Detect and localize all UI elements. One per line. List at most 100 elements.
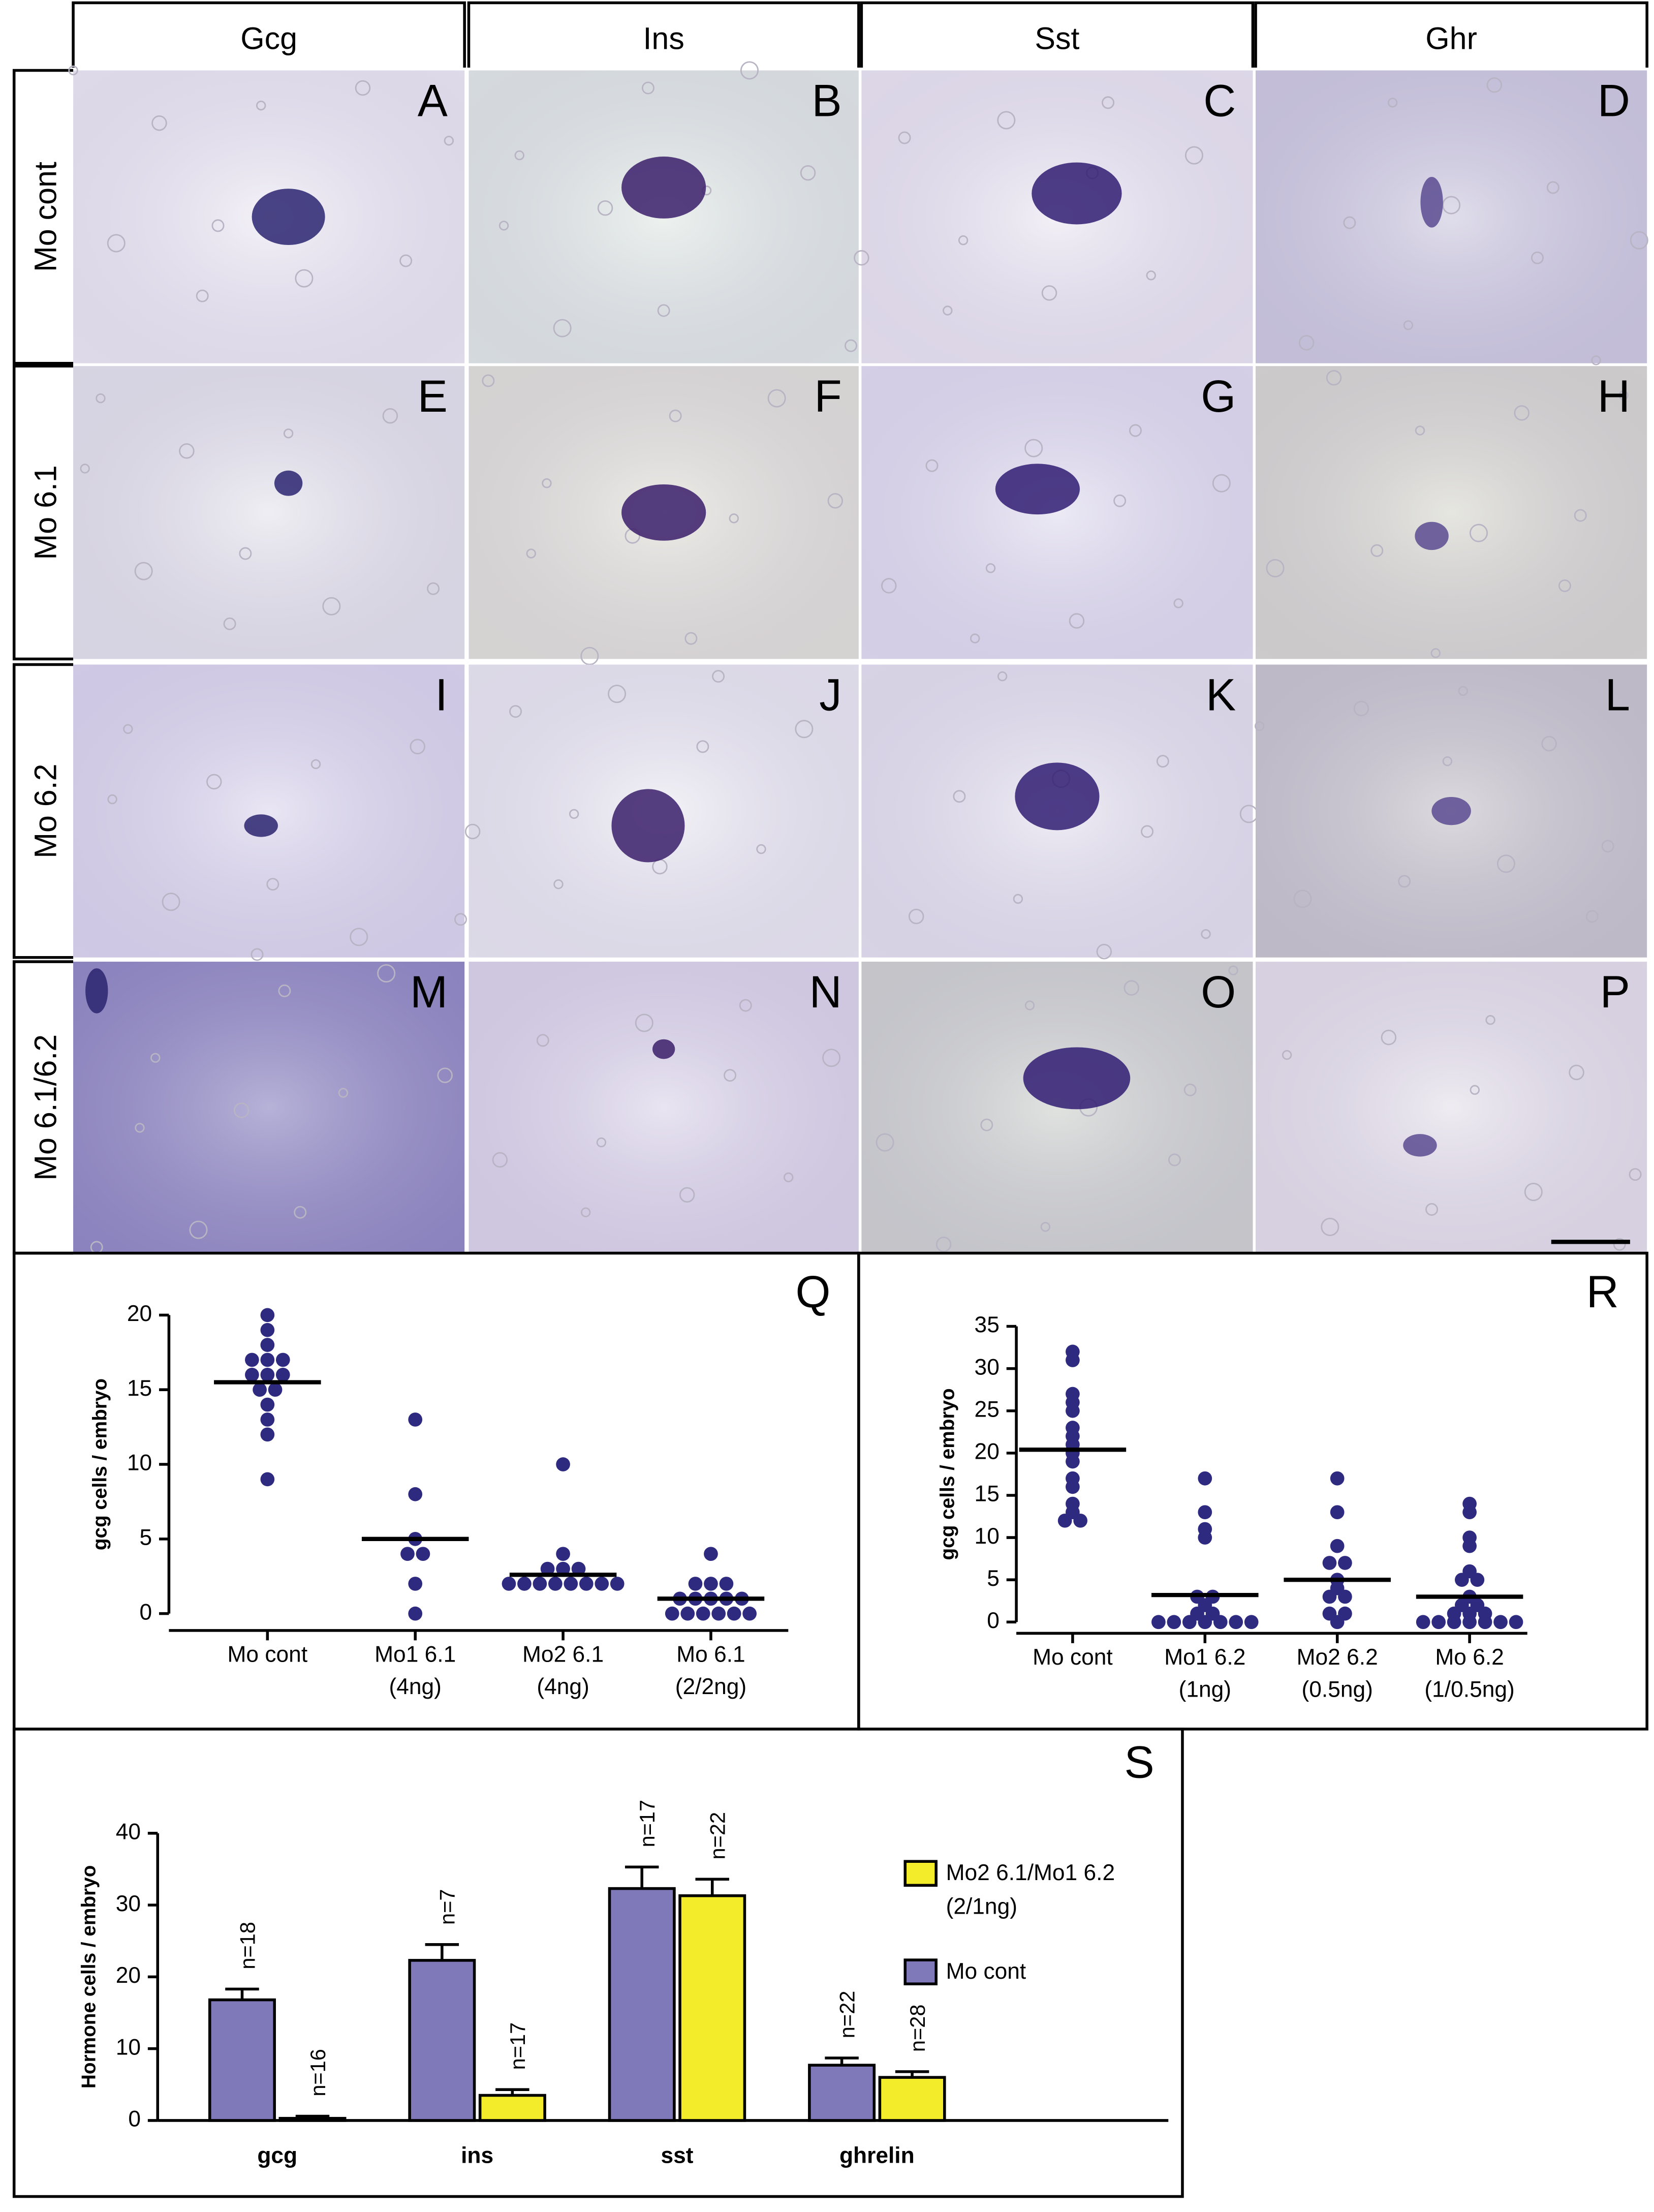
error-bar [825,2056,859,2066]
micrograph-speck [526,548,536,559]
micrograph-speck [278,984,291,997]
legend-swatch [903,1958,938,1985]
data-point [548,1577,563,1591]
column-header-frame [467,1,860,68]
micrograph-speck [953,790,966,803]
x-tick-label: Mo1 6.2 [1164,1645,1245,1670]
micrograph-speck [206,774,222,790]
micrograph-speck [580,1207,591,1217]
micrograph-speck [1212,474,1231,493]
micrograph-speck [266,878,279,891]
panel-letter: I [435,669,448,720]
micrograph-speck [679,1187,695,1203]
panel-letter: D [1598,75,1630,126]
data-point [533,1577,547,1591]
micrograph-speck [1113,494,1127,507]
column-header-frame [72,1,466,68]
micrograph-speck [1524,1183,1543,1202]
micrograph-speck [1470,1085,1480,1095]
data-point [1066,1480,1080,1494]
data-point [1198,1471,1212,1486]
y-tick-label: 20 [116,1963,141,1988]
micrograph-shade [73,962,465,1253]
error-bar [295,2114,330,2118]
data-point [680,1606,695,1621]
micrograph-speck [68,65,78,76]
data-point [704,1547,718,1561]
row-label-frame [12,663,74,959]
micrograph-speck [935,1237,952,1252]
data-point [260,1397,275,1412]
micrograph-speck [1173,598,1183,608]
column-header-frame [1254,1,1648,68]
data-point [502,1577,516,1591]
micrograph-speck [854,250,869,266]
x-tick-label: Mo2 6.1 [522,1642,604,1667]
x-tick-label: sst [661,2143,693,2168]
micrograph-speck [1096,943,1112,960]
x-tick-label: Mo 6.2 [1435,1645,1504,1670]
row-label-frame [12,364,74,661]
micrograph-shade [73,366,465,659]
data-point [260,1308,275,1323]
micrograph-speck [1353,700,1369,717]
micrograph-speck [135,1123,145,1133]
sample-size: n=22 [835,1991,859,2039]
micrograph-speck [80,464,90,474]
stained-cells [611,789,685,863]
data-point [665,1606,679,1621]
data-point [517,1577,532,1591]
stained-cells [1015,762,1100,831]
data-point [711,1606,726,1621]
data-point [1198,1530,1212,1545]
micrograph-speck [997,111,1016,130]
micrograph-speck [1496,854,1515,873]
micrograph-speck [1041,285,1057,301]
micrograph-speck [437,1067,453,1083]
stained-cells [1431,796,1471,825]
micrograph-speck [1255,721,1265,731]
x-tick-label: ghrelin [839,2143,915,2168]
data-point [564,1577,578,1591]
micrograph-speck [338,1088,349,1098]
panel-letter: S [1124,1737,1154,1787]
data-point [408,1487,423,1501]
sample-size: n=18 [235,1922,259,1970]
micrograph-speck [1293,889,1312,908]
data-point [688,1577,703,1591]
micrograph-speck [1630,231,1648,250]
micrograph-speck [1124,980,1139,996]
sample-size: n=28 [906,2004,929,2052]
error-bar [225,1987,259,2000]
micrograph-speck [189,1220,208,1239]
y-axis-label: Hormone cells / embryo [78,1865,100,2088]
column-header: Sst [1035,21,1079,55]
data-point [400,1547,415,1561]
stained-cells [1032,162,1122,225]
data-point [1330,1539,1345,1553]
micrograph-speck [1415,425,1425,436]
data-point [1066,1403,1080,1418]
data-point [1167,1615,1181,1630]
micrograph-speck [1040,1222,1051,1232]
panel-letter: O [1201,967,1236,1017]
micrograph-speck [498,221,509,231]
stained-cells [252,189,325,245]
sample-size: n=17 [635,1800,659,1848]
micrograph-speck [377,964,396,982]
data-point [1073,1513,1087,1528]
data-point [408,1577,423,1591]
data-point [1330,1505,1345,1520]
panel-letter: E [418,371,448,421]
sample-size: n=22 [706,1812,730,1860]
micrograph-speck [800,165,816,181]
y-tick-label: 20 [127,1301,152,1326]
data-point [260,1338,275,1352]
bar [608,1887,676,2122]
micrograph-speck [399,254,413,267]
y-tick-label: 20 [975,1439,1000,1464]
y-tick-label: 10 [116,2035,141,2060]
micrograph-speck [1629,1168,1642,1181]
micrograph-speck [958,235,969,245]
data-point [1151,1615,1166,1630]
